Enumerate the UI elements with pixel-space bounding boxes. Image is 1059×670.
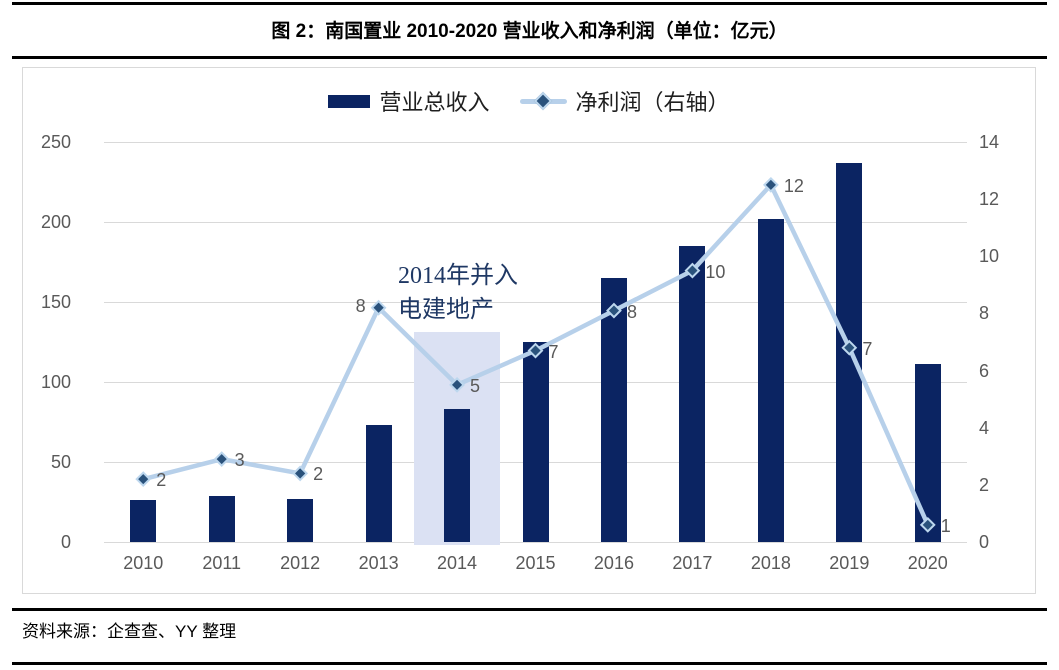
data-source: 资料来源：企查查、YY 整理 — [22, 622, 237, 641]
x-axis-label: 2016 — [593, 553, 634, 573]
diamond-marker — [762, 176, 779, 193]
chart-frame: 营业总收入 净利润（右轴） 2014年并入 电建地产 2010 2011 2012 2… — [22, 67, 1036, 594]
legend-label-netprofit: 净利润（右轴） — [575, 90, 730, 115]
right-axis-tick: 12 — [979, 189, 1000, 210]
revenue-bar — [600, 278, 627, 542]
diamond-marker-icon — [533, 91, 553, 111]
revenue-bar — [444, 409, 471, 542]
x-axis-label: 2019 — [829, 553, 870, 573]
diamond-marker — [213, 451, 230, 468]
legend-label-revenue: 营业总收入 — [379, 90, 490, 115]
revenue-bar — [522, 342, 549, 542]
diamond-marker — [135, 471, 152, 488]
data-point-label: 7 — [862, 338, 873, 359]
line-swatch-icon — [519, 91, 567, 111]
data-point-label: 3 — [234, 450, 245, 471]
revenue-bar — [914, 364, 941, 542]
gridline — [104, 142, 967, 143]
bottom-rule — [12, 662, 1047, 665]
left-axis-tick: 100 — [40, 372, 71, 392]
diamond-marker — [919, 516, 936, 533]
left-axis-tick: 250 — [40, 132, 71, 152]
revenue-bar — [287, 498, 314, 542]
data-point-label: 1 — [940, 515, 951, 536]
left-axis-tick: 0 — [60, 532, 71, 552]
net-profit-line-chart — [135, 176, 936, 533]
revenue-bar — [757, 218, 784, 542]
diamond-marker — [527, 342, 544, 359]
revenue-bar — [130, 500, 157, 542]
x-axis-label: 2011 — [202, 553, 242, 573]
x-axis-label: 2012 — [280, 553, 321, 573]
legend: 营业总收入 净利润（右轴） — [23, 85, 1035, 117]
x-axis-label: 2013 — [358, 553, 399, 573]
diamond-marker — [370, 299, 387, 316]
right-axis-tick: 10 — [979, 246, 1000, 267]
data-point-label: 10 — [705, 261, 726, 282]
footer-top-rule — [12, 608, 1047, 611]
right-axis-tick: 6 — [979, 360, 990, 381]
right-axis-tick: 4 — [979, 417, 990, 438]
diamond-marker — [684, 262, 701, 279]
data-point-label: 2 — [313, 464, 324, 485]
plot-area: 2014年并入 电建地产 2010 2011 2012 2013 2014 2015 201… — [104, 142, 967, 573]
legend-item-netprofit: 净利润（右轴） — [519, 85, 730, 117]
x-axis-label: 2017 — [672, 553, 713, 573]
gridline — [104, 222, 967, 223]
left-axis-tick: 200 — [40, 212, 71, 232]
top-rule — [12, 2, 1047, 5]
annotation-line2: 电建地产 — [398, 297, 494, 323]
data-point-label: 8 — [626, 301, 637, 322]
right-axis-tick: 8 — [979, 303, 990, 324]
diamond-marker — [606, 302, 622, 319]
x-axis-label: 2020 — [907, 553, 948, 573]
data-point-label: 7 — [548, 341, 559, 362]
bar-swatch-icon — [328, 94, 371, 108]
x-axis-label: 2018 — [750, 553, 791, 573]
data-point-label: 2 — [156, 470, 167, 491]
data-point-label: 8 — [355, 295, 366, 316]
x-axis-label: 2014 — [437, 553, 478, 573]
title-divider-rule — [12, 56, 1047, 59]
diamond-marker — [449, 376, 465, 393]
revenue-bar — [208, 495, 235, 542]
left-axis-tick: 50 — [50, 452, 71, 472]
annotation-line1: 2014年并入 — [398, 263, 518, 289]
diamond-marker — [841, 339, 858, 356]
revenue-bar — [679, 246, 706, 542]
legend-item-revenue: 营业总收入 — [328, 85, 490, 117]
right-axis-tick: 14 — [979, 132, 1000, 152]
data-point-label: 5 — [470, 375, 481, 396]
revenue-bar — [365, 425, 392, 542]
merger-annotation: 2014年并入 电建地产 — [398, 259, 518, 327]
figure-title: 图 2：南国置业 2010-2020 营业收入和净利润（单位：亿元） — [271, 21, 788, 42]
x-axis-label: 2010 — [123, 553, 164, 573]
x-axis-label: 2015 — [515, 553, 556, 573]
gridline — [104, 302, 967, 303]
diamond-marker — [292, 465, 309, 482]
gridline — [104, 542, 967, 543]
data-point-label: 12 — [783, 175, 804, 196]
right-axis-tick: 2 — [979, 474, 990, 495]
right-axis-tick: 0 — [979, 532, 990, 552]
left-axis-tick: 150 — [40, 292, 71, 312]
